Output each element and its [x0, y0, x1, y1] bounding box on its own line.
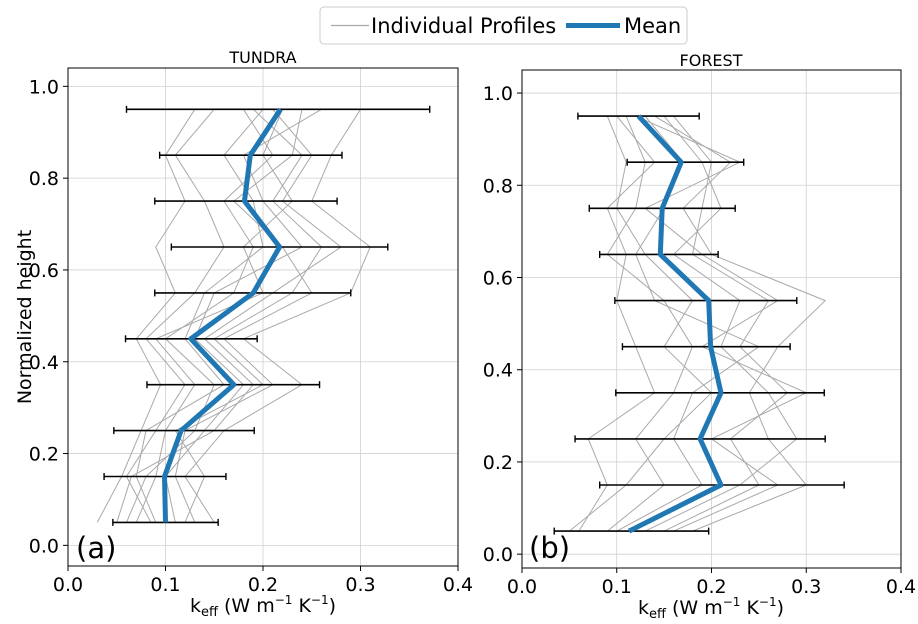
- individual-profile-line: [116, 108, 342, 523]
- y-tick-label: 0.0: [483, 544, 513, 566]
- x-tick-label: 0.3: [791, 576, 821, 598]
- individual-profile-line: [184, 109, 371, 523]
- y-tick-label: 0.4: [483, 360, 513, 382]
- x-tick-label: 0.1: [150, 574, 180, 596]
- legend-individual-label: Individual Profiles: [371, 14, 556, 38]
- plot-frame: [67, 67, 459, 567]
- error-bar: [626, 158, 745, 166]
- y-tick-label: 1.0: [29, 76, 59, 98]
- y-tick-label: 0.6: [29, 260, 59, 282]
- individual-profile-line: [569, 115, 713, 532]
- x-tick-label: 0.1: [602, 576, 632, 598]
- individual-profile-line: [174, 108, 323, 523]
- individual-profile-line: [135, 109, 293, 523]
- panel-forest: FOREST 0.0 0.1 0.2 0.3 0.4 0.0 0.2 0.4 0.6 0.8 1.0…: [483, 51, 916, 622]
- x-tick-label: 0.4: [886, 576, 916, 598]
- x-tick-label: 0.3: [345, 574, 375, 596]
- x-tick-label: 0.2: [248, 574, 278, 596]
- panel-label: (a): [76, 531, 116, 565]
- individual-profile-line: [663, 115, 789, 532]
- legend-frame: [319, 6, 688, 45]
- y-tick-label: 0.2: [483, 452, 513, 474]
- individual-profile-line: [96, 109, 196, 523]
- individual-profile-line: [174, 109, 313, 523]
- individual-profile-line: [635, 115, 808, 532]
- y-axis-label: Normalized height: [14, 230, 36, 404]
- x-axis-label: keff (W m−1 K−1): [190, 593, 336, 620]
- legend-mean-label: Mean: [624, 14, 681, 38]
- x-tick-label: 0.2: [696, 576, 726, 598]
- panel-tundra: TUNDRA 0.0 0.1 0.2 0.3 0.4 0.0 0.2 0.4 0.6 0.8 1.0…: [14, 48, 473, 620]
- y-tick-label: 0.6: [483, 268, 513, 290]
- individual-profile-line: [578, 115, 656, 532]
- x-tick-label: 0.0: [507, 576, 537, 598]
- y-tick-label: 1.0: [483, 83, 513, 105]
- y-tick-label: 0.8: [29, 168, 59, 190]
- error-bar: [621, 343, 791, 351]
- y-tick-label: 0.4: [29, 352, 59, 374]
- legend: Individual Profiles Mean: [319, 6, 688, 45]
- panel-label: (b): [529, 531, 570, 565]
- y-tick-label: 0.8: [483, 175, 513, 197]
- y-tick-label: 0.2: [29, 444, 59, 466]
- individual-profile-line: [644, 115, 798, 532]
- mean-line: [162, 107, 283, 523]
- x-axis-label: keff (W m−1 K−1): [638, 595, 784, 622]
- individual-profile-line: [135, 108, 264, 523]
- panel-title: TUNDRA: [228, 48, 296, 67]
- x-tick-label: 0.0: [53, 574, 83, 596]
- individual-profile-line: [606, 115, 694, 532]
- individual-profile-line: [654, 115, 827, 532]
- mean-line: [627, 114, 724, 534]
- y-tick-label: 0.0: [29, 535, 59, 557]
- individual-profile-line: [164, 108, 322, 523]
- x-tick-label: 0.4: [443, 574, 473, 596]
- panel-title: FOREST: [680, 51, 743, 70]
- plot-frame: [521, 69, 902, 569]
